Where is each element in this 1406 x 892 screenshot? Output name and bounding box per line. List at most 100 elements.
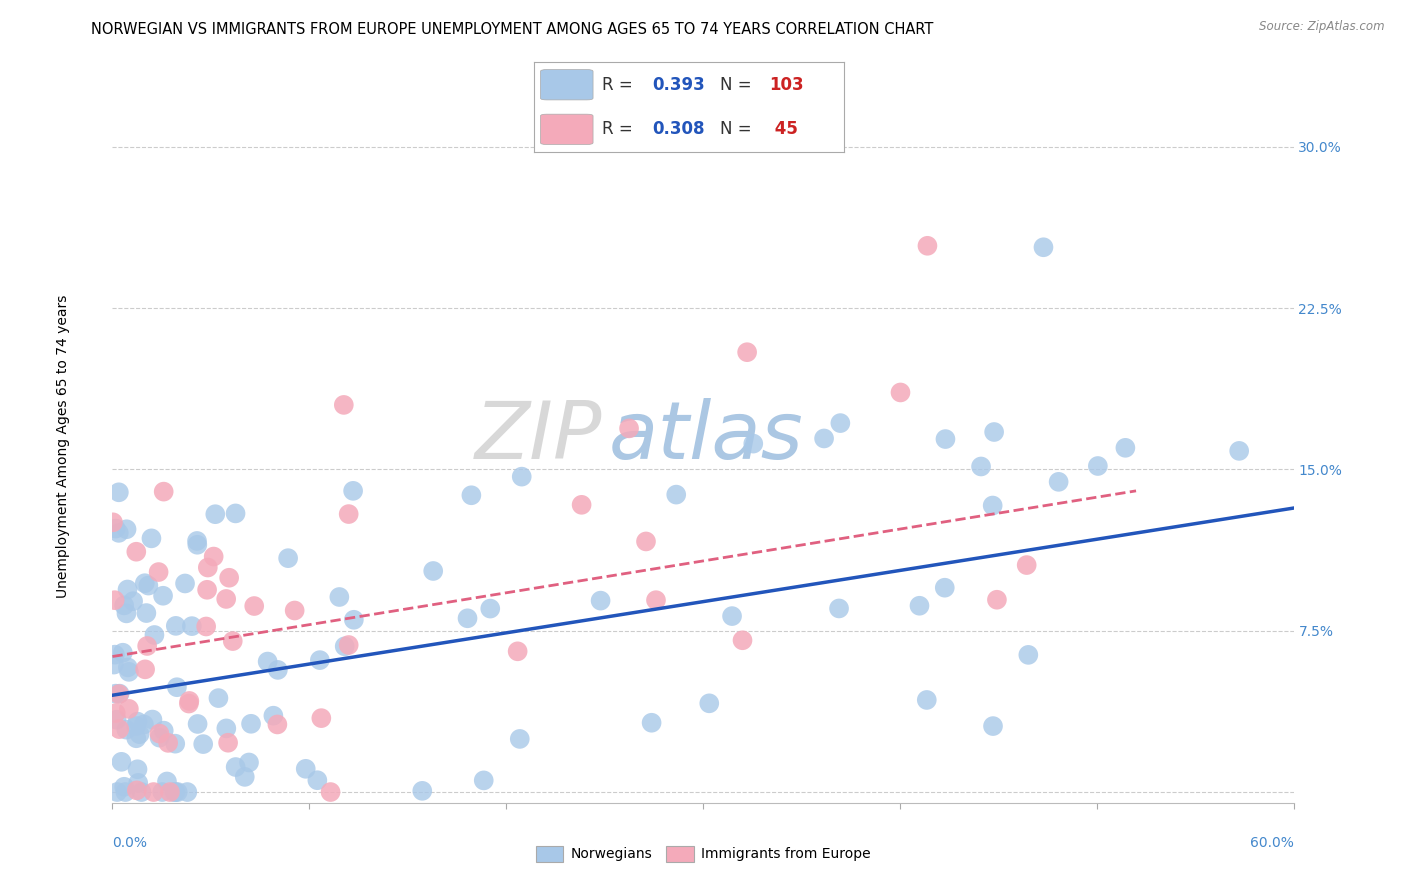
Point: [176, 785, 198, 799]
Point: [122, 594, 145, 608]
Point: [141, 532, 163, 546]
Point: [422, 564, 444, 578]
Point: [108, 722, 131, 736]
Point: [915, 693, 938, 707]
Point: [333, 398, 356, 412]
FancyBboxPatch shape: [540, 70, 593, 100]
Text: Source: ZipAtlas.com: Source: ZipAtlas.com: [1260, 20, 1385, 33]
Point: [262, 708, 284, 723]
Text: NORWEGIAN VS IMMIGRANTS FROM EUROPE UNEMPLOYMENT AMONG AGES 65 TO 74 YEARS CORRE: NORWEGIAN VS IMMIGRANTS FROM EUROPE UNEM…: [91, 22, 934, 37]
Point: [215, 722, 238, 736]
Point: [256, 655, 278, 669]
Point: [908, 599, 931, 613]
Point: [150, 785, 173, 799]
Point: [472, 773, 495, 788]
Point: [970, 459, 993, 474]
Point: [731, 633, 754, 648]
Point: [1017, 648, 1039, 662]
Point: [187, 717, 209, 731]
Point: [132, 717, 155, 731]
Point: [104, 593, 127, 607]
Point: [1015, 558, 1038, 572]
Point: [1032, 240, 1054, 254]
Point: [165, 737, 187, 751]
Point: [118, 702, 141, 716]
Point: [163, 785, 186, 799]
Text: Unemployment Among Ages 65 to 74 years: Unemployment Among Ages 65 to 74 years: [56, 294, 70, 598]
Point: [294, 762, 316, 776]
Point: [186, 533, 208, 548]
Point: [640, 715, 662, 730]
Point: [697, 696, 720, 710]
Point: [180, 619, 202, 633]
Point: [460, 488, 482, 502]
Point: [125, 783, 148, 797]
Point: [343, 613, 366, 627]
Point: [308, 653, 330, 667]
Point: [571, 498, 593, 512]
Point: [136, 639, 159, 653]
Point: [217, 736, 239, 750]
Point: [115, 607, 138, 621]
Point: [108, 687, 131, 701]
Point: [238, 756, 260, 770]
Point: [333, 640, 356, 654]
Point: [411, 784, 433, 798]
Legend: Norwegians, Immigrants from Europe: Norwegians, Immigrants from Europe: [536, 846, 870, 862]
Point: [337, 507, 360, 521]
Point: [166, 680, 188, 694]
Point: [108, 485, 131, 500]
Text: 0.308: 0.308: [652, 120, 704, 138]
Point: [284, 603, 307, 617]
Point: [267, 663, 290, 677]
Point: [103, 657, 125, 672]
Point: [177, 697, 200, 711]
Text: 45: 45: [769, 120, 799, 138]
Point: [889, 385, 911, 400]
Point: [277, 551, 299, 566]
Point: [186, 538, 208, 552]
Point: [457, 611, 479, 625]
Point: [105, 713, 128, 727]
Point: [148, 726, 170, 740]
Text: R =: R =: [602, 120, 638, 138]
Point: [813, 432, 835, 446]
Point: [101, 516, 124, 530]
Point: [665, 487, 688, 501]
Point: [1227, 443, 1250, 458]
Point: [589, 593, 612, 607]
Point: [510, 469, 533, 483]
Point: [157, 736, 180, 750]
Point: [202, 549, 225, 564]
Point: [479, 601, 502, 615]
Point: [127, 776, 149, 790]
Point: [981, 719, 1004, 733]
Point: [112, 599, 135, 613]
Point: [104, 687, 127, 701]
Point: [195, 582, 218, 597]
Point: [981, 499, 1004, 513]
Point: [337, 638, 360, 652]
Point: [342, 483, 364, 498]
Point: [645, 593, 668, 607]
Point: [165, 785, 187, 799]
Point: [152, 723, 174, 738]
Point: [1087, 458, 1109, 473]
Point: [225, 760, 247, 774]
Point: [115, 522, 138, 536]
Point: [105, 785, 128, 799]
Point: [195, 619, 218, 633]
Point: [117, 582, 139, 597]
Point: [197, 560, 219, 574]
Point: [156, 774, 179, 789]
Point: [174, 576, 197, 591]
Text: atlas: atlas: [609, 398, 803, 476]
Text: ZIP: ZIP: [475, 398, 603, 476]
Point: [104, 706, 127, 720]
Point: [986, 592, 1008, 607]
Point: [266, 717, 288, 731]
Text: N =: N =: [720, 120, 756, 138]
Point: [127, 714, 149, 729]
Point: [128, 727, 150, 741]
Text: 0.0%: 0.0%: [112, 836, 148, 850]
